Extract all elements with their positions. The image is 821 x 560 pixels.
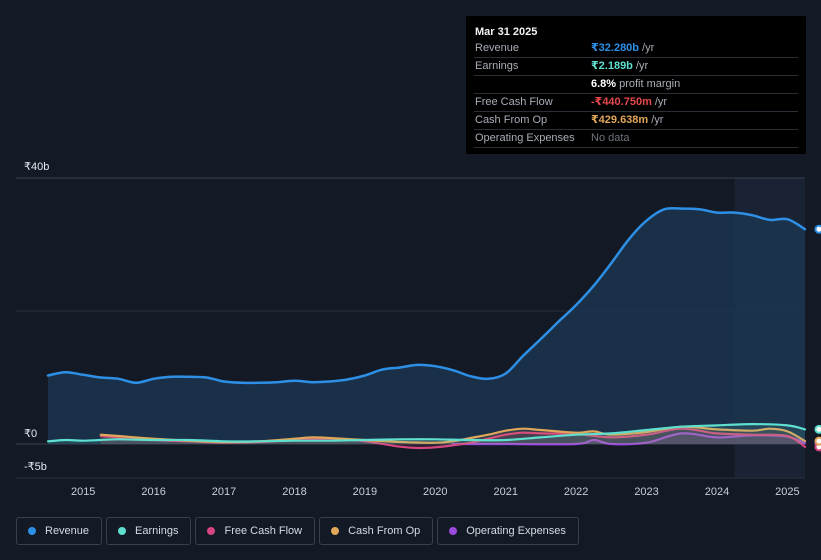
legend-dot-icon bbox=[28, 527, 36, 535]
tooltip-unit: /yr bbox=[635, 60, 649, 72]
x-tick-label: 2023 bbox=[634, 486, 658, 498]
legend-label: Free Cash Flow bbox=[224, 525, 303, 537]
x-tick-label: 2018 bbox=[282, 486, 306, 498]
tooltip-row-profit-margin: 6.8% profit margin bbox=[474, 76, 798, 94]
tooltip-value: No data bbox=[591, 132, 630, 144]
tooltip-label: Earnings bbox=[475, 60, 519, 72]
x-tick-label: 2020 bbox=[423, 486, 447, 498]
legend-item-free-cash-flow[interactable]: Free Cash Flow bbox=[195, 517, 316, 545]
y-tick-label: -₹5b bbox=[24, 461, 47, 473]
x-tick-label: 2021 bbox=[493, 486, 517, 498]
legend-dot-icon bbox=[449, 527, 458, 535]
tooltip-label bbox=[474, 76, 591, 93]
x-tick-label: 2025 bbox=[775, 486, 799, 498]
x-tick-label: 2022 bbox=[564, 486, 588, 498]
x-tick-label: 2016 bbox=[141, 486, 165, 498]
x-tick-label: 2024 bbox=[705, 486, 729, 498]
x-tick-label: 2019 bbox=[353, 486, 377, 498]
series-line-revenue bbox=[46, 206, 807, 385]
series-area-earnings bbox=[48, 424, 805, 444]
tooltip-value: ₹2.189b bbox=[591, 60, 633, 72]
series-end-marker-revenue bbox=[814, 224, 821, 234]
legend-label: Revenue bbox=[45, 525, 90, 537]
tooltip-unit: /yr bbox=[651, 114, 664, 126]
chart-canvas: ₹40b ₹0 -₹5b 2015 2016 2017 2018 2019 2020 2021 20… bbox=[16, 161, 821, 498]
tooltip-row-cash-from-op: Cash From Op ₹429.638m /yr bbox=[474, 112, 798, 130]
y-tick-label: ₹0 bbox=[24, 428, 37, 440]
legend-item-earnings[interactable]: Earnings bbox=[106, 517, 192, 545]
tooltip-value: 6.8% bbox=[591, 78, 617, 90]
tooltip-label: Free Cash Flow bbox=[475, 96, 553, 108]
tooltip-label: Revenue bbox=[475, 42, 520, 54]
legend-dot-icon bbox=[207, 527, 216, 535]
chart-tooltip: Mar 31 2025 Revenue ₹32.280b /yr Earning… bbox=[466, 16, 806, 154]
chart-legend: Revenue Earnings Free Cash Flow Cash Fro… bbox=[16, 517, 579, 547]
tooltip-value: -₹440.750m bbox=[591, 96, 652, 108]
legend-label: Earnings bbox=[135, 525, 179, 537]
series-area-free-cash-flow bbox=[100, 428, 806, 449]
tooltip-date: Mar 31 2025 bbox=[475, 26, 538, 38]
y-tick-label: ₹40b bbox=[24, 161, 49, 173]
x-tick-label: 2015 bbox=[71, 486, 95, 498]
tooltip-row-operating-expenses: Operating Expenses No data bbox=[474, 130, 798, 148]
legend-label: Operating Expenses bbox=[466, 525, 566, 537]
legend-item-operating-expenses[interactable]: Operating Expenses bbox=[437, 517, 579, 545]
tooltip-unit: /yr bbox=[642, 42, 655, 54]
tooltip-row-free-cash-flow: Free Cash Flow -₹440.750m /yr bbox=[474, 94, 798, 112]
tooltip-row-revenue: Revenue ₹32.280b /yr bbox=[474, 40, 798, 58]
tooltip-unit: profit margin bbox=[619, 78, 681, 90]
legend-label: Cash From Op bbox=[348, 525, 421, 537]
series-area-operating-expenses bbox=[452, 433, 805, 445]
x-tick-label: 2017 bbox=[212, 486, 236, 498]
tooltip-row-earnings: Earnings ₹2.189b /yr bbox=[474, 58, 798, 76]
series-end-marker-earnings bbox=[814, 424, 821, 434]
legend-item-revenue[interactable]: Revenue bbox=[16, 517, 103, 545]
tooltip-value: ₹32.280b bbox=[591, 42, 640, 54]
series-line-earnings bbox=[46, 422, 807, 443]
tooltip-label: Operating Expenses bbox=[475, 132, 575, 144]
tooltip-unit: /yr bbox=[654, 96, 668, 108]
legend-dot-icon bbox=[331, 527, 340, 535]
legend-dot-icon bbox=[118, 527, 127, 535]
series-end-marker-cash-from-op bbox=[814, 436, 821, 446]
series-area-cash-from-op bbox=[100, 426, 806, 444]
tooltip-value: ₹429.638m bbox=[591, 114, 649, 126]
series-area-revenue bbox=[48, 208, 805, 444]
legend-item-cash-from-op[interactable]: Cash From Op bbox=[319, 517, 434, 545]
tooltip-label: Cash From Op bbox=[475, 114, 548, 126]
